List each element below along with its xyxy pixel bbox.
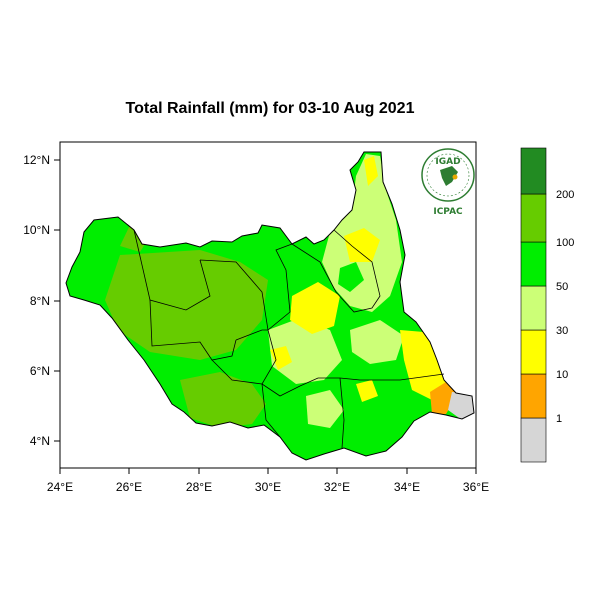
x-tick-label: 28°E: [186, 480, 212, 494]
colorbar-label: 100: [556, 237, 574, 249]
colorbar-label: 1: [556, 413, 562, 425]
colorbar-segment: [520, 417, 547, 463]
y-tick-label: 12°N: [23, 153, 50, 167]
y-tick-label: 8°N: [30, 294, 50, 308]
logo-bottom-text: ICPAC: [433, 207, 463, 217]
x-tick-label: 32°E: [324, 480, 350, 494]
colorbar-label: 50: [556, 281, 568, 293]
x-tick-label: 30°E: [255, 480, 281, 494]
x-tick-label: 24°E: [47, 480, 73, 494]
colorbar: [520, 147, 547, 463]
y-ticks: [54, 159, 60, 442]
state-borders: [133, 229, 445, 449]
x-tick-label: 36°E: [463, 480, 489, 494]
colorbar-segment: [520, 193, 547, 243]
map-title: Total Rainfall (mm) for 03-10 Aug 2021: [125, 100, 415, 117]
y-tick-label: 10°N: [23, 223, 50, 237]
colorbar-label: 200: [556, 189, 574, 201]
igad-icpac-logo: IGAD ICPAC: [421, 148, 475, 217]
y-tick-label: 4°N: [30, 434, 50, 448]
x-tick-label: 34°E: [394, 480, 420, 494]
x-tick-label: 26°E: [116, 480, 142, 494]
colorbar-label: 30: [556, 325, 568, 337]
x-ticks: [59, 468, 477, 474]
colorbar-segment: [520, 147, 547, 195]
logo-top-text: IGAD: [435, 157, 460, 167]
y-tick-label: 6°N: [30, 364, 50, 378]
colorbar-label: 10: [556, 369, 568, 381]
colorbar-segment: [520, 373, 547, 419]
colorbar-segment: [520, 241, 547, 287]
colorbar-segment: [520, 285, 547, 331]
colorbar-segment: [520, 329, 547, 375]
